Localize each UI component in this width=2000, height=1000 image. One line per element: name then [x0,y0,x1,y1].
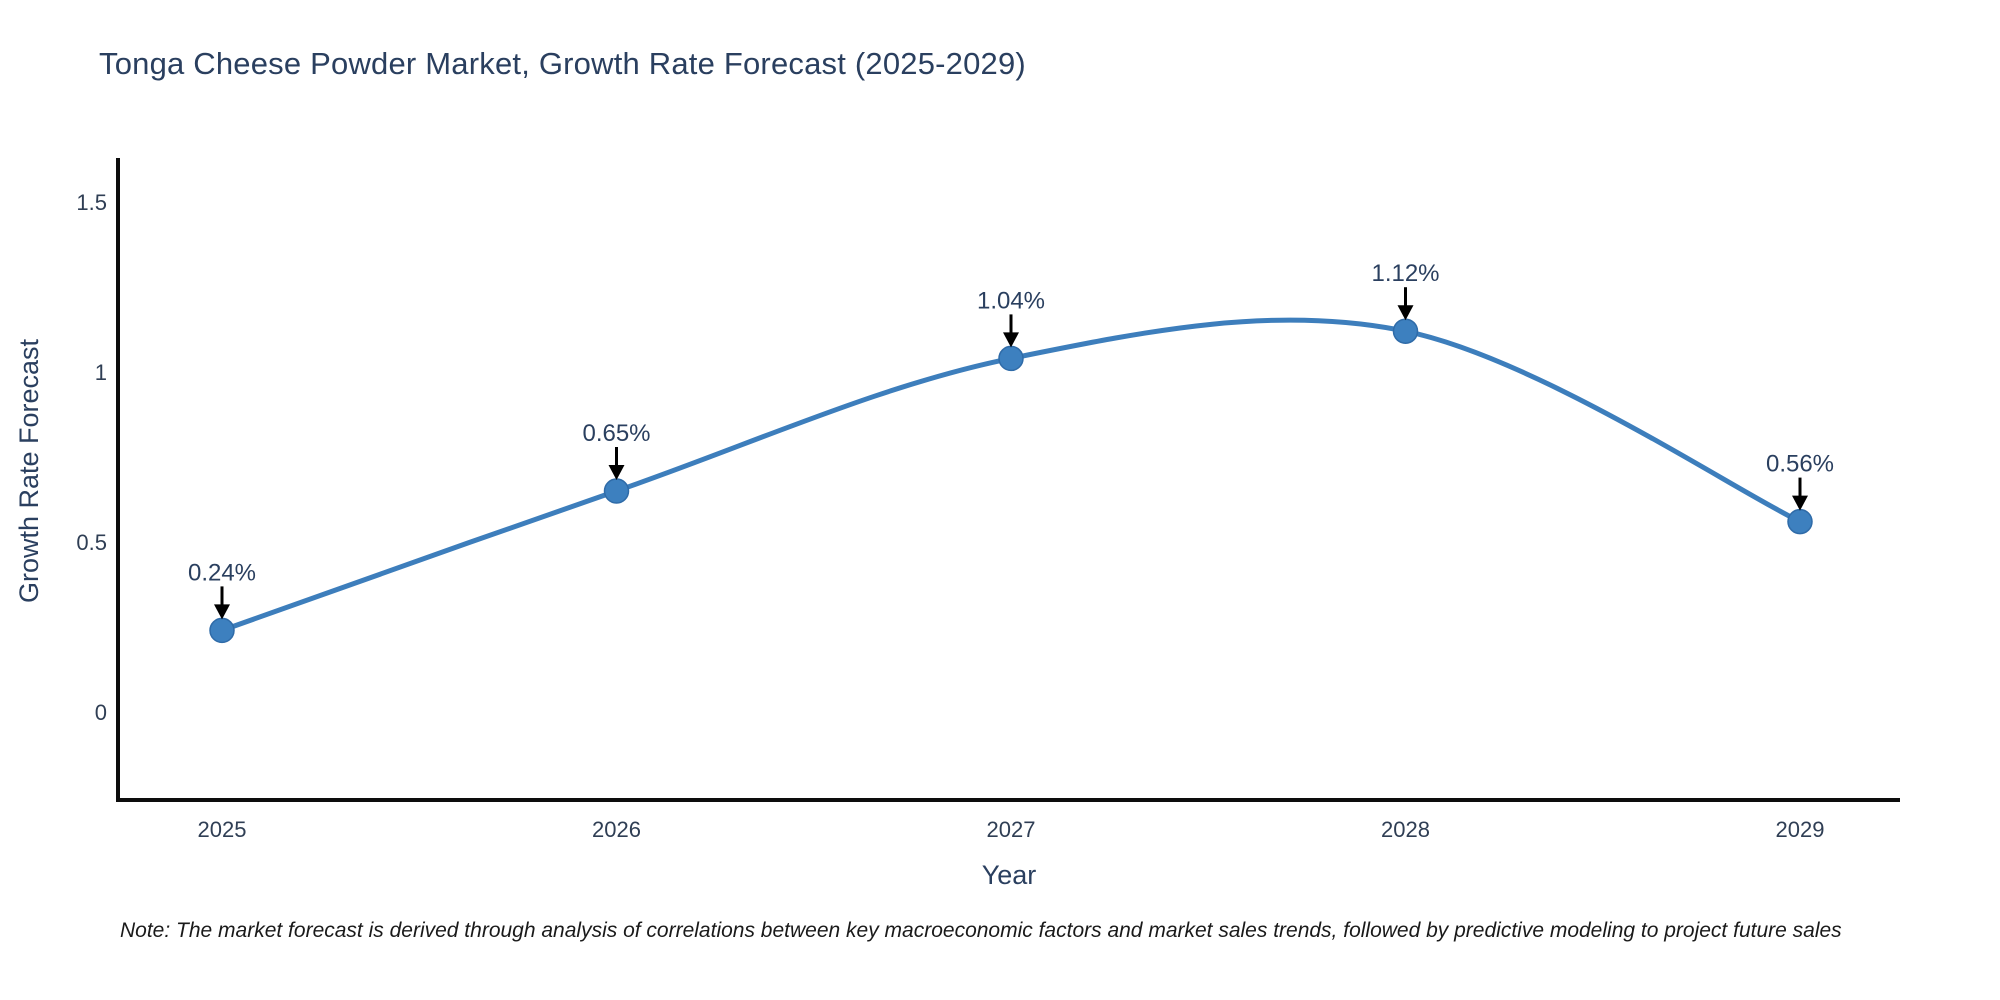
x-axis-title: Year [981,860,1037,890]
annotation-label: 0.56% [1766,451,1834,478]
data-point-marker [998,345,1024,372]
annotation-arrowhead [608,465,625,480]
x-tick-label: 2026 [592,817,641,842]
x-tick-label: 2028 [1381,817,1430,842]
data-point-marker [1787,508,1813,535]
annotation-arrowhead [1792,495,1808,511]
annotation-label: 1.04% [977,287,1045,314]
annotation-label: 1.12% [1371,260,1439,287]
annotation-arrowhead [1397,305,1414,321]
data-point-marker [1392,318,1419,344]
y-tick-label: 1 [95,360,107,385]
annotation-arrowhead [214,604,230,620]
x-tick-label: 2025 [198,817,247,842]
x-tick-label: 2029 [1776,817,1825,842]
data-point-marker [209,617,235,644]
annotation-label: 0.65% [582,420,650,447]
footnote: Note: The market forecast is derived thr… [120,919,1842,942]
x-tick-label: 2027 [987,817,1036,842]
data-point-marker [603,478,630,504]
annotation-label: 0.24% [188,559,256,586]
y-tick-label: 1.5 [76,190,107,215]
chart-title: Tonga Cheese Powder Market, Growth Rate … [99,46,1026,81]
y-tick-label: 0.5 [76,530,107,555]
annotation-arrowhead [1003,332,1019,348]
y-tick-label: 0 [95,700,107,725]
